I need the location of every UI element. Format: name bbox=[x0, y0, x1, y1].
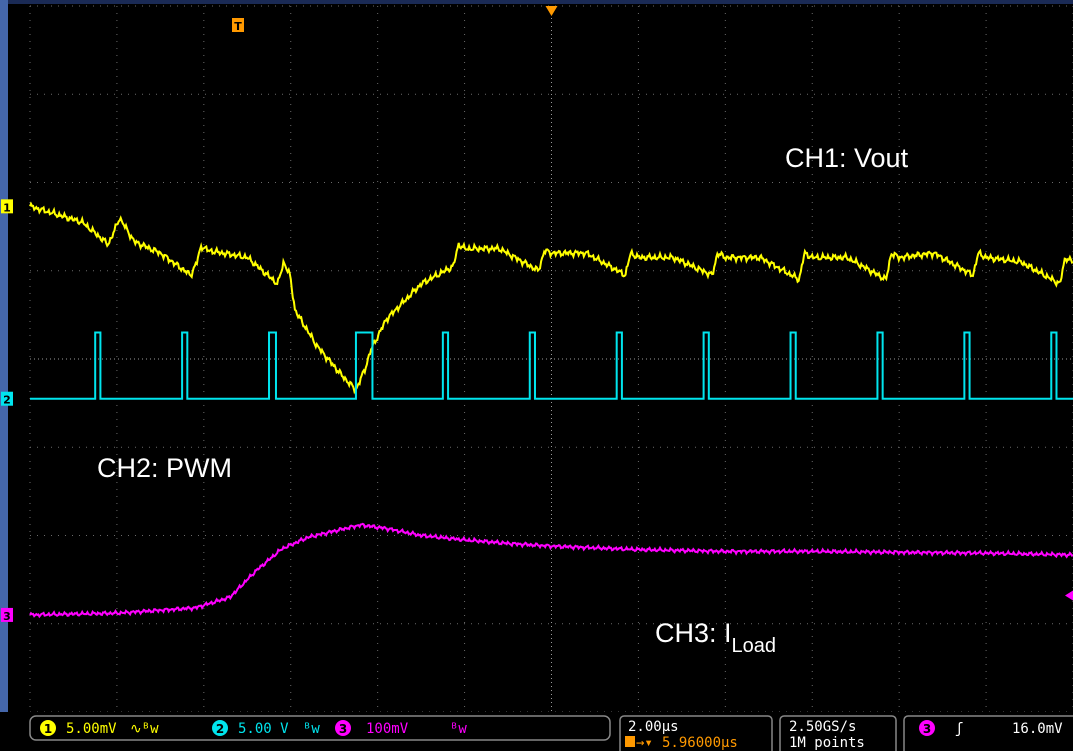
timebase-value: 2.00µs bbox=[628, 719, 679, 735]
sample-rate: 2.50GS/s bbox=[789, 719, 856, 735]
ch3-badge bbox=[335, 720, 351, 736]
trigger-source-badge bbox=[919, 720, 935, 736]
ch1-label: CH1: Vout bbox=[785, 143, 909, 173]
ch3-iload-trace bbox=[29, 522, 1073, 619]
ch3-ground-marker-label: 3 bbox=[3, 610, 11, 623]
ch1-badge-num: 1 bbox=[44, 722, 52, 736]
trigger-level-marker bbox=[1065, 590, 1073, 601]
ch3-ground-marker bbox=[1, 607, 13, 622]
top-bezel bbox=[8, 0, 1073, 4]
trigger-level: 16.0mV bbox=[1012, 721, 1063, 737]
ch3-scale: 100mV bbox=[366, 721, 409, 737]
ch3-badge-num: 3 bbox=[339, 722, 347, 736]
ch2-ground-marker bbox=[1, 391, 13, 406]
rising-edge-icon: ʃ bbox=[955, 721, 963, 737]
channel-scales-panel[interactable]: 1 5.00mV ∿ᴮw 2 5.00 V ᴮw 3 100mV ᴮw bbox=[29, 715, 611, 741]
ch2-ground-marker-label: 2 bbox=[3, 394, 11, 407]
trigger-position-icon bbox=[625, 736, 635, 747]
ch2-badge bbox=[212, 720, 228, 736]
acquisition-panel[interactable]: 2.50GS/s 1M points bbox=[779, 715, 897, 751]
record-length: 1M points bbox=[789, 735, 865, 751]
waveform-traces bbox=[29, 201, 1073, 619]
graticule bbox=[29, 5, 1073, 713]
left-bezel bbox=[0, 0, 8, 751]
horizontal-position-marker bbox=[545, 6, 558, 16]
ch1-scale: 5.00mV bbox=[66, 721, 117, 737]
ch1-badge bbox=[40, 720, 56, 736]
ch2-bandwidth-icon: ᴮw bbox=[303, 721, 320, 737]
trigger-position-arrow: →▾ bbox=[636, 735, 653, 751]
ch3-label-main: CH3: I bbox=[655, 618, 732, 648]
ch1-ground-marker bbox=[1, 199, 13, 214]
ch2-pwm-trace bbox=[30, 331, 1073, 400]
ch1-ground-marker-label: 1 bbox=[3, 201, 11, 214]
status-bar: 1 5.00mV ∿ᴮw 2 5.00 V ᴮw 3 100mV ᴮw 2.00… bbox=[0, 712, 1073, 751]
ch2-label: CH2: PWM bbox=[97, 453, 232, 483]
ch3-label: CH3: ILoad bbox=[655, 618, 776, 657]
ch1-vout-trace bbox=[29, 201, 1073, 395]
ch1-coupling-icon: ∿ᴮw bbox=[130, 721, 159, 737]
ch3-label-subscript: Load bbox=[732, 635, 777, 657]
trigger-panel[interactable]: 3 ʃ 16.0mV bbox=[903, 715, 1073, 751]
trigger-position-value: 5.96000µs bbox=[662, 735, 738, 751]
trigger-marker-label: T bbox=[234, 20, 242, 33]
trigger-marker-icon bbox=[232, 18, 244, 32]
ch2-scale: 5.00 V bbox=[238, 721, 289, 737]
ch3-bandwidth-icon: ᴮw bbox=[450, 721, 467, 737]
timebase-panel[interactable]: 2.00µs →▾ 5.96000µs bbox=[619, 715, 773, 751]
channel-markers: 1 2 3 T bbox=[1, 6, 1073, 623]
trigger-source-num: 3 bbox=[923, 722, 931, 736]
ch2-badge-num: 2 bbox=[216, 722, 224, 736]
